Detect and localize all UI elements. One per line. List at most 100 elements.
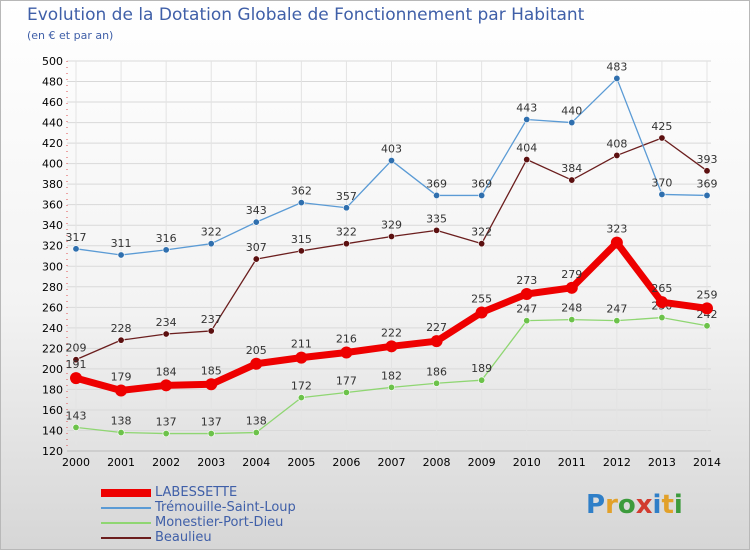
- data-point-labessette: [70, 372, 82, 385]
- data-label-tremouille-saint-loup: 343: [246, 204, 267, 217]
- data-point-beaulieu: [387, 233, 395, 241]
- data-point-monestier-port-dieu: [297, 394, 305, 402]
- y-tick-label: 360: [42, 199, 63, 212]
- data-point-tremouille-saint-loup: [568, 119, 576, 127]
- data-point-monestier-port-dieu: [703, 322, 711, 330]
- data-point-monestier-port-dieu: [72, 423, 80, 431]
- data-point-labessette: [701, 302, 713, 315]
- data-label-beaulieu: 335: [426, 212, 447, 225]
- legend-swatch: [101, 488, 151, 497]
- data-point-tremouille-saint-loup: [478, 191, 486, 199]
- data-label-beaulieu: 307: [246, 241, 267, 254]
- x-tick-label: 2008: [423, 456, 451, 469]
- data-label-tremouille-saint-loup: 322: [201, 226, 222, 239]
- data-label-labessette: 211: [291, 338, 312, 351]
- data-point-tremouille-saint-loup: [117, 251, 125, 259]
- data-label-tremouille-saint-loup: 369: [471, 177, 492, 190]
- data-point-labessette: [115, 384, 128, 397]
- data-point-labessette: [565, 281, 578, 294]
- data-point-monestier-port-dieu: [252, 429, 260, 437]
- y-tick-label: 140: [42, 424, 63, 437]
- x-tick-label: 2004: [242, 456, 270, 469]
- data-label-labessette: 227: [426, 321, 447, 334]
- data-label-labessette: 191: [66, 358, 87, 371]
- data-point-beaulieu: [703, 167, 711, 175]
- data-point-beaulieu: [478, 240, 486, 248]
- data-label-tremouille-saint-loup: 369: [426, 177, 447, 190]
- data-point-tremouille-saint-loup: [387, 157, 395, 165]
- data-point-monestier-port-dieu: [207, 430, 215, 438]
- x-tick-label: 2005: [287, 456, 315, 469]
- y-tick-label: 260: [42, 301, 63, 314]
- data-label-labessette: 185: [201, 364, 222, 377]
- y-tick-label: 200: [42, 363, 63, 376]
- data-label-beaulieu: 425: [651, 120, 672, 133]
- data-label-beaulieu: 234: [156, 316, 177, 329]
- brand-letter: r: [605, 490, 618, 520]
- data-label-tremouille-saint-loup: 370: [651, 176, 672, 189]
- data-label-tremouille-saint-loup: 443: [516, 102, 537, 115]
- data-label-beaulieu: 329: [381, 219, 402, 232]
- data-point-monestier-port-dieu: [478, 376, 486, 384]
- data-label-labessette: 184: [156, 365, 177, 378]
- y-tick-label: 460: [42, 96, 63, 109]
- data-label-monestier-port-dieu: 248: [561, 302, 582, 315]
- data-point-beaulieu: [433, 226, 441, 234]
- data-label-tremouille-saint-loup: 369: [697, 177, 718, 190]
- legend-item: Beaulieu: [101, 530, 296, 545]
- data-label-tremouille-saint-loup: 316: [156, 232, 177, 245]
- x-tick-label: 2007: [378, 456, 406, 469]
- data-label-monestier-port-dieu: 172: [291, 380, 312, 393]
- y-tick-label: 240: [42, 322, 63, 335]
- data-label-beaulieu: 384: [561, 162, 582, 175]
- x-tick-label: 2009: [468, 456, 496, 469]
- y-tick-label: 500: [42, 55, 63, 68]
- data-label-beaulieu: 393: [697, 153, 718, 166]
- y-tick-label: 180: [42, 383, 63, 396]
- data-point-monestier-port-dieu: [658, 314, 666, 322]
- x-tick-label: 2010: [513, 456, 541, 469]
- y-tick-label: 340: [42, 219, 63, 232]
- data-label-beaulieu: 209: [66, 342, 87, 355]
- data-label-tremouille-saint-loup: 483: [606, 60, 627, 73]
- brand-letter: P: [586, 490, 606, 520]
- legend-item: LABESSETTE: [101, 485, 296, 500]
- data-label-labessette: 216: [336, 332, 357, 345]
- data-label-labessette: 179: [111, 370, 132, 383]
- brand-letter: i: [673, 490, 683, 520]
- data-point-tremouille-saint-loup: [658, 190, 666, 198]
- data-point-tremouille-saint-loup: [207, 240, 215, 248]
- data-label-beaulieu: 322: [336, 226, 357, 239]
- data-point-monestier-port-dieu: [613, 317, 621, 325]
- chart-subtitle: (en € et par an): [27, 29, 114, 42]
- data-label-monestier-port-dieu: 137: [156, 416, 177, 429]
- data-label-monestier-port-dieu: 247: [516, 303, 537, 316]
- x-tick-label: 2013: [648, 456, 676, 469]
- x-tick-label: 2006: [332, 456, 360, 469]
- brand-letter: x: [635, 490, 653, 520]
- data-point-labessette: [340, 346, 353, 359]
- data-point-monestier-port-dieu: [523, 317, 531, 325]
- data-label-tremouille-saint-loup: 362: [291, 185, 312, 198]
- brand-letter: t: [661, 490, 674, 520]
- data-point-beaulieu: [207, 327, 215, 335]
- x-tick-label: 2014: [693, 456, 721, 469]
- data-label-labessette: 259: [697, 288, 718, 301]
- data-label-beaulieu: 404: [516, 142, 537, 155]
- data-point-labessette: [610, 236, 623, 249]
- legend-label: LABESSETTE: [155, 485, 238, 500]
- brand-logo: Proxiti: [586, 490, 683, 520]
- data-point-labessette: [655, 296, 668, 309]
- y-tick-label: 160: [42, 404, 63, 417]
- legend: LABESSETTE Trémouille-Saint-Loup Monestier…: [101, 485, 296, 545]
- data-point-beaulieu: [658, 134, 666, 142]
- legend-label: Beaulieu: [155, 530, 212, 545]
- data-point-beaulieu: [613, 151, 621, 159]
- data-label-monestier-port-dieu: 138: [246, 415, 267, 428]
- data-label-labessette: 323: [606, 223, 627, 236]
- x-tick-label: 2000: [62, 456, 90, 469]
- data-point-labessette: [475, 306, 488, 319]
- x-tick-label: 2003: [197, 456, 225, 469]
